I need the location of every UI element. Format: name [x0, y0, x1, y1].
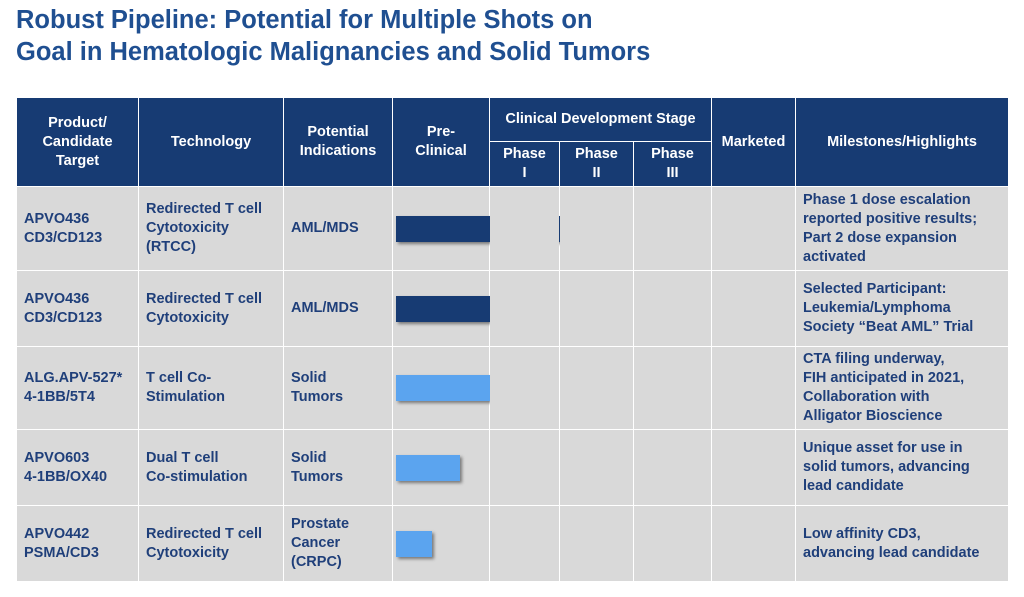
- phase-3-cell: [633, 505, 712, 582]
- indication-cell-text: AML/MDS: [291, 220, 359, 236]
- phase-1-cell: [489, 429, 560, 506]
- header-phase-2: Phase II: [559, 141, 634, 187]
- milestone-cell-text: Unique asset for use in solid tumors, ad…: [803, 440, 970, 494]
- header-clinical-stage: Clinical Development Stage: [489, 97, 712, 142]
- milestone-cell-text: Phase 1 dose escalation reported positiv…: [803, 191, 978, 265]
- marketed-cell: [711, 505, 796, 582]
- table-row: APVO436 CD3/CD123 Redirected T cell Cytot…: [16, 186, 1009, 271]
- header-product: Product/ Candidate Target: [16, 97, 139, 187]
- technology-cell: Redirected T cell Cytotoxicity (RTCC): [138, 186, 284, 271]
- product-cell: APVO603 4-1BB/OX40: [16, 429, 139, 506]
- phase-1-cell: [489, 505, 560, 582]
- indication-cell-text: Solid Tumors: [291, 449, 344, 485]
- preclinical-cell: [392, 505, 490, 582]
- technology-cell-text: Dual T cell Co-stimulation: [146, 449, 248, 485]
- header-phase-3: Phase III: [633, 141, 712, 187]
- phase-3-cell: [633, 346, 712, 430]
- product-cell-text: APVO436 CD3/CD123: [24, 210, 103, 246]
- table-row: APVO442 PSMA/CD3 Redirected T cell Cytoto…: [16, 505, 1009, 582]
- milestone-cell: Selected Participant: Leukemia/Lymphoma …: [795, 270, 1009, 347]
- phase-2-cell: [559, 429, 634, 506]
- technology-cell: Redirected T cell Cytotoxicity: [138, 270, 284, 347]
- milestone-cell: Unique asset for use in solid tumors, ad…: [795, 429, 1009, 506]
- technology-cell: Redirected T cell Cytotoxicity: [138, 505, 284, 582]
- product-cell: APVO436 CD3/CD123: [16, 270, 139, 347]
- indication-cell-text: Solid Tumors: [291, 370, 344, 405]
- indication-cell: AML/MDS: [283, 186, 393, 271]
- technology-cell-text: Redirected T cell Cytotoxicity: [146, 525, 263, 561]
- preclinical-cell: [392, 346, 525, 430]
- marketed-cell: [711, 186, 796, 271]
- milestone-cell-text: Selected Participant: Leukemia/Lymphoma …: [803, 281, 974, 335]
- preclinical-cell: [392, 270, 525, 347]
- indication-cell: AML/MDS: [283, 270, 393, 347]
- product-cell: APVO442 PSMA/CD3: [16, 505, 139, 582]
- phase-2-cell: [559, 270, 634, 347]
- milestone-cell: CTA filing underway, FIH anticipated in …: [795, 346, 1009, 430]
- technology-cell-text: T cell Co- Stimulation: [146, 370, 225, 405]
- phase-3-cell: [633, 429, 712, 506]
- product-cell-text: ALG.APV-527* 4-1BB/5T4: [24, 370, 123, 405]
- preclinical-cell: [392, 186, 589, 271]
- phase-1-cell: [489, 186, 560, 271]
- header-phase-1: Phase I: [489, 141, 560, 187]
- technology-cell-text: Redirected T cell Cytotoxicity: [146, 290, 263, 326]
- product-cell-text: APVO442 PSMA/CD3: [24, 525, 99, 561]
- phase-1-cell: [489, 346, 560, 430]
- phase-3-cell: [633, 270, 712, 347]
- header-marketed: Marketed: [711, 97, 796, 187]
- table-row: APVO436 CD3/CD123 Redirected T cell Cytot…: [16, 270, 1009, 347]
- table-row: ALG.APV-527* 4-1BB/5T4 T cell Co- Stimula…: [16, 346, 1009, 430]
- phase-3-cell: [633, 186, 712, 271]
- indication-cell-text: Prostate Cancer (CRPC): [291, 516, 350, 570]
- indication-cell: Solid Tumors: [283, 429, 393, 506]
- phase-2-cell: [559, 186, 634, 271]
- milestone-cell-text: Low affinity CD3, advancing lead candida…: [803, 525, 980, 561]
- header-technology: Technology: [138, 97, 284, 187]
- phase-1-cell: [489, 270, 560, 347]
- marketed-cell: [711, 346, 796, 430]
- technology-cell: Dual T cell Co-stimulation: [138, 429, 284, 506]
- header-indications: Potential Indications: [283, 97, 393, 187]
- preclinical-cell: [392, 429, 490, 506]
- indication-cell: Prostate Cancer (CRPC): [283, 505, 393, 582]
- product-cell-text: APVO603 4-1BB/OX40: [24, 449, 108, 485]
- milestone-cell: Phase 1 dose escalation reported positiv…: [795, 186, 1009, 271]
- progress-bar: [396, 454, 460, 481]
- technology-cell-text: Redirected T cell Cytotoxicity (RTCC): [146, 201, 263, 255]
- marketed-cell: [711, 270, 796, 347]
- milestone-cell-text: CTA filing underway, FIH anticipated in …: [803, 351, 965, 424]
- indication-cell-text: AML/MDS: [291, 300, 359, 316]
- header-preclinical: Pre- Clinical: [392, 97, 490, 187]
- product-cell: APVO436 CD3/CD123: [16, 186, 139, 271]
- phase-2-cell: [559, 346, 634, 430]
- pipeline-table: Product/ Candidate Target Technology Pot…: [16, 97, 1009, 582]
- progress-bar: [396, 530, 432, 557]
- slide-title: Robust Pipeline: Potential for Multiple …: [16, 6, 651, 66]
- marketed-cell: [711, 429, 796, 506]
- product-cell: ALG.APV-527* 4-1BB/5T4: [16, 346, 139, 430]
- table-row: APVO603 4-1BB/OX40 Dual T cell Co-stimula…: [16, 429, 1009, 506]
- phase-2-cell: [559, 505, 634, 582]
- product-cell-text: APVO436 CD3/CD123: [24, 290, 103, 326]
- header-milestones: Milestones/Highlights: [795, 97, 1009, 187]
- indication-cell: Solid Tumors: [283, 346, 393, 430]
- milestone-cell: Low affinity CD3, advancing lead candida…: [795, 505, 1009, 582]
- technology-cell: T cell Co- Stimulation: [138, 346, 284, 430]
